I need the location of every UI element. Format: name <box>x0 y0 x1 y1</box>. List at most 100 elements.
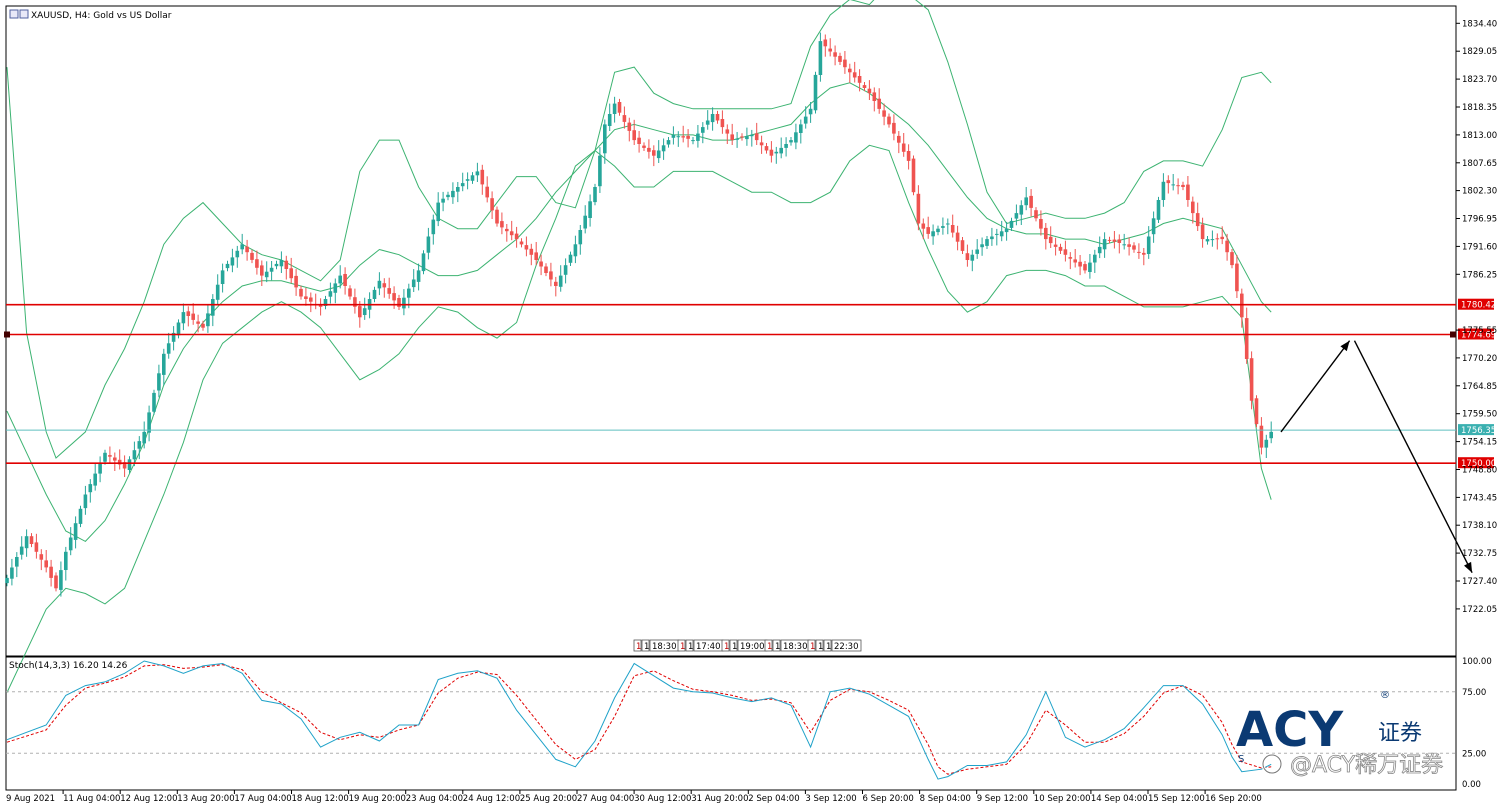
candle-body <box>583 215 587 229</box>
price-tick-label: 1813.00 <box>1462 131 1497 141</box>
candle-body <box>201 323 205 328</box>
candle-body <box>176 322 181 336</box>
candle-body <box>573 244 578 257</box>
candle-body <box>906 151 911 161</box>
price-tick-label: 1786.25 <box>1462 270 1497 280</box>
level-badge-1750.00 <box>1458 457 1494 469</box>
candle-body <box>941 226 945 228</box>
session-marker-box <box>633 639 642 652</box>
price-axis: 1834.40 1829.05 1823.70 1818.35 1813.00 1807.… <box>1456 19 1497 615</box>
candle-body <box>838 55 842 62</box>
candle-body <box>485 186 489 198</box>
candle-body <box>220 270 225 284</box>
candle-body <box>1078 261 1082 267</box>
candle-body <box>407 288 411 298</box>
candle-body <box>931 231 935 237</box>
price-tick-label: 1759.50 <box>1462 410 1497 420</box>
candle-body <box>627 122 632 131</box>
candle-body <box>1259 425 1264 448</box>
candle-body <box>421 253 426 272</box>
session-marker-text: 1 <box>636 642 641 652</box>
time-tick-label: 15 Sep 12:00 <box>1148 794 1205 804</box>
time-tick-label: 17 Aug 04:00 <box>234 794 291 804</box>
candle-body <box>495 209 499 224</box>
candle-body <box>833 52 837 57</box>
candle-body <box>926 227 930 234</box>
candle-body <box>181 312 186 324</box>
price-tick-label: 1834.40 <box>1462 19 1497 29</box>
time-tick-label: 12 Aug 12:00 <box>120 794 177 804</box>
candle-body <box>730 134 734 141</box>
candle-body <box>436 202 440 222</box>
candle-body <box>1191 201 1195 214</box>
candle-body <box>803 116 808 124</box>
candle-body <box>1215 238 1220 240</box>
candle-body <box>1151 218 1156 235</box>
level-badge-1756.35 <box>1458 424 1494 436</box>
candle-body <box>568 254 573 263</box>
session-marker-text: 1 <box>775 642 780 652</box>
candle-body <box>5 577 9 584</box>
candle-body <box>701 127 705 133</box>
candle-body <box>774 151 779 154</box>
price-tick-label: 1764.85 <box>1462 382 1497 392</box>
candle-body <box>955 232 960 242</box>
candle-body <box>612 103 617 114</box>
time-tick-label: 6 Sep 20:00 <box>863 794 914 804</box>
time-tick-label: 31 Aug 20:00 <box>691 794 748 804</box>
candle-body <box>250 252 254 260</box>
candle-body <box>980 244 984 248</box>
watermark-stub: S <box>1238 754 1244 765</box>
candle-body <box>764 146 769 151</box>
candle-body <box>725 129 730 134</box>
candle-body <box>779 147 783 154</box>
session-marker-box <box>721 639 730 652</box>
candle-body <box>73 523 78 540</box>
oscillator-frame[interactable] <box>5 656 1457 791</box>
candle-body <box>1137 251 1141 253</box>
candle-body <box>387 288 391 294</box>
projection-arrowhead-1 <box>1464 561 1473 573</box>
time-tick-label: 30 Aug 12:00 <box>634 794 691 804</box>
time-tick-label: 9 Sep 12:00 <box>977 794 1028 804</box>
candle-body <box>1264 439 1269 448</box>
level-badge-label: 1780.42 <box>1461 301 1496 311</box>
price-tick-label: 1743.45 <box>1462 493 1497 503</box>
candle-body <box>681 136 685 138</box>
candle-body <box>671 134 676 138</box>
candle-body <box>113 457 117 461</box>
session-marker-text: 18:30 <box>783 642 808 652</box>
time-tick-label: 23 Aug 04:00 <box>406 794 463 804</box>
candle-body <box>255 259 259 268</box>
candle-body <box>794 132 798 143</box>
candle-body <box>524 245 529 250</box>
candle-body <box>15 557 19 567</box>
candle-body <box>1161 181 1166 200</box>
time-tick-label: 18 Aug 12:00 <box>292 794 349 804</box>
watermark-logo: ACY <box>1236 702 1344 758</box>
main-chart-frame[interactable] <box>5 5 1457 657</box>
candle-body <box>206 313 210 327</box>
candle-body <box>1210 239 1215 241</box>
candle-body <box>828 48 832 52</box>
candle-body <box>960 240 965 251</box>
time-tick-label: 25 Aug 20:00 <box>520 794 577 804</box>
candle-body <box>745 136 749 140</box>
time-axis: 9 Aug 2021 11 Aug 04:00 12 Aug 12:00 13 Aug… <box>6 790 1262 804</box>
candle-body <box>10 567 14 579</box>
candle-body <box>514 233 519 240</box>
session-marker-text: 1 <box>724 642 729 652</box>
candle-body <box>348 288 352 297</box>
candle-body <box>1083 264 1087 271</box>
session-marker-box <box>685 639 694 652</box>
candle-body <box>323 299 328 306</box>
candle-body <box>289 268 293 279</box>
candle-body <box>656 150 661 159</box>
candle-body <box>872 92 877 101</box>
candle-body <box>1181 184 1185 187</box>
session-marker-text: 1 <box>810 642 815 652</box>
candle-body <box>1102 239 1107 250</box>
candle-body <box>456 187 460 192</box>
oscillator-title: Stoch(14,3,3) 16.20 14.26 <box>9 661 128 671</box>
candle-body <box>965 253 970 260</box>
